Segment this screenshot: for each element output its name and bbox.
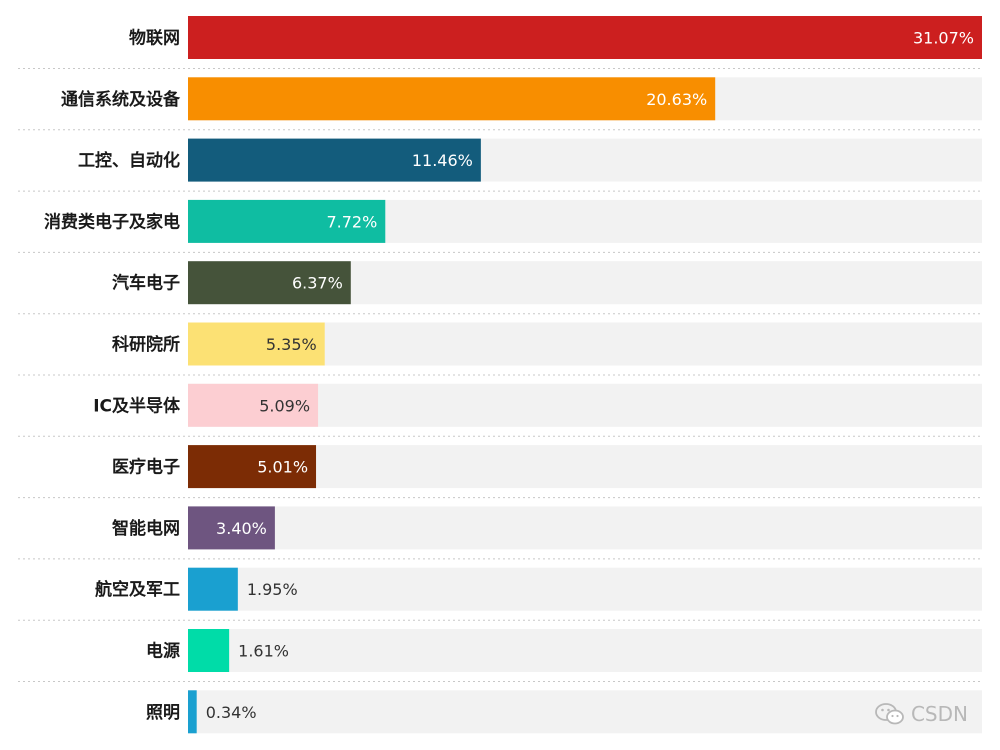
- value-label: 0.34%: [206, 703, 257, 722]
- category-label: 医疗电子: [112, 457, 180, 478]
- bar-track: [188, 567, 982, 611]
- bar-track: [188, 506, 982, 550]
- bar: [188, 16, 982, 59]
- bar: [188, 261, 351, 305]
- bar-track: [188, 690, 982, 734]
- bar: [188, 567, 238, 611]
- bar: [188, 629, 230, 672]
- category-label: 照明: [146, 703, 180, 723]
- bar-track: [188, 445, 982, 489]
- value-label: 20.63%: [646, 90, 707, 109]
- value-label: 11.46%: [412, 151, 473, 170]
- category-label: 智能电网: [112, 518, 180, 539]
- category-label: IC及半导体: [93, 395, 181, 416]
- category-label: 工控、自动化: [78, 150, 180, 171]
- bar: [188, 322, 325, 366]
- watermark: CSDN: [875, 702, 968, 726]
- value-label: 1.95%: [247, 580, 298, 599]
- value-label: 1.61%: [238, 642, 289, 661]
- bar: [188, 690, 197, 734]
- bar: [188, 506, 275, 550]
- category-label: 航空及军工: [95, 579, 180, 600]
- wechat-icon: [875, 703, 904, 725]
- category-label: 消费类电子及家电: [44, 211, 180, 232]
- value-label: 5.01%: [257, 458, 308, 477]
- bar-track: [188, 383, 982, 427]
- category-label: 电源: [146, 641, 180, 662]
- category-label: 物联网: [129, 28, 180, 49]
- value-label: 5.35%: [266, 335, 317, 354]
- category-label: 科研院所: [112, 334, 180, 355]
- value-label: 7.72%: [326, 212, 377, 231]
- bar: [188, 199, 386, 243]
- bar-track: [188, 629, 982, 672]
- bar: [188, 138, 481, 182]
- value-label: 3.40%: [216, 519, 267, 538]
- category-label: 通信系统及设备: [61, 89, 181, 110]
- category-label: 汽车电子: [112, 273, 180, 294]
- value-label: 31.07%: [913, 29, 974, 48]
- value-label: 5.09%: [259, 396, 310, 415]
- bar: [188, 445, 317, 489]
- value-label: 6.37%: [292, 274, 343, 293]
- watermark-text: CSDN: [910, 702, 968, 726]
- bar: [188, 77, 716, 121]
- bar: [188, 383, 319, 427]
